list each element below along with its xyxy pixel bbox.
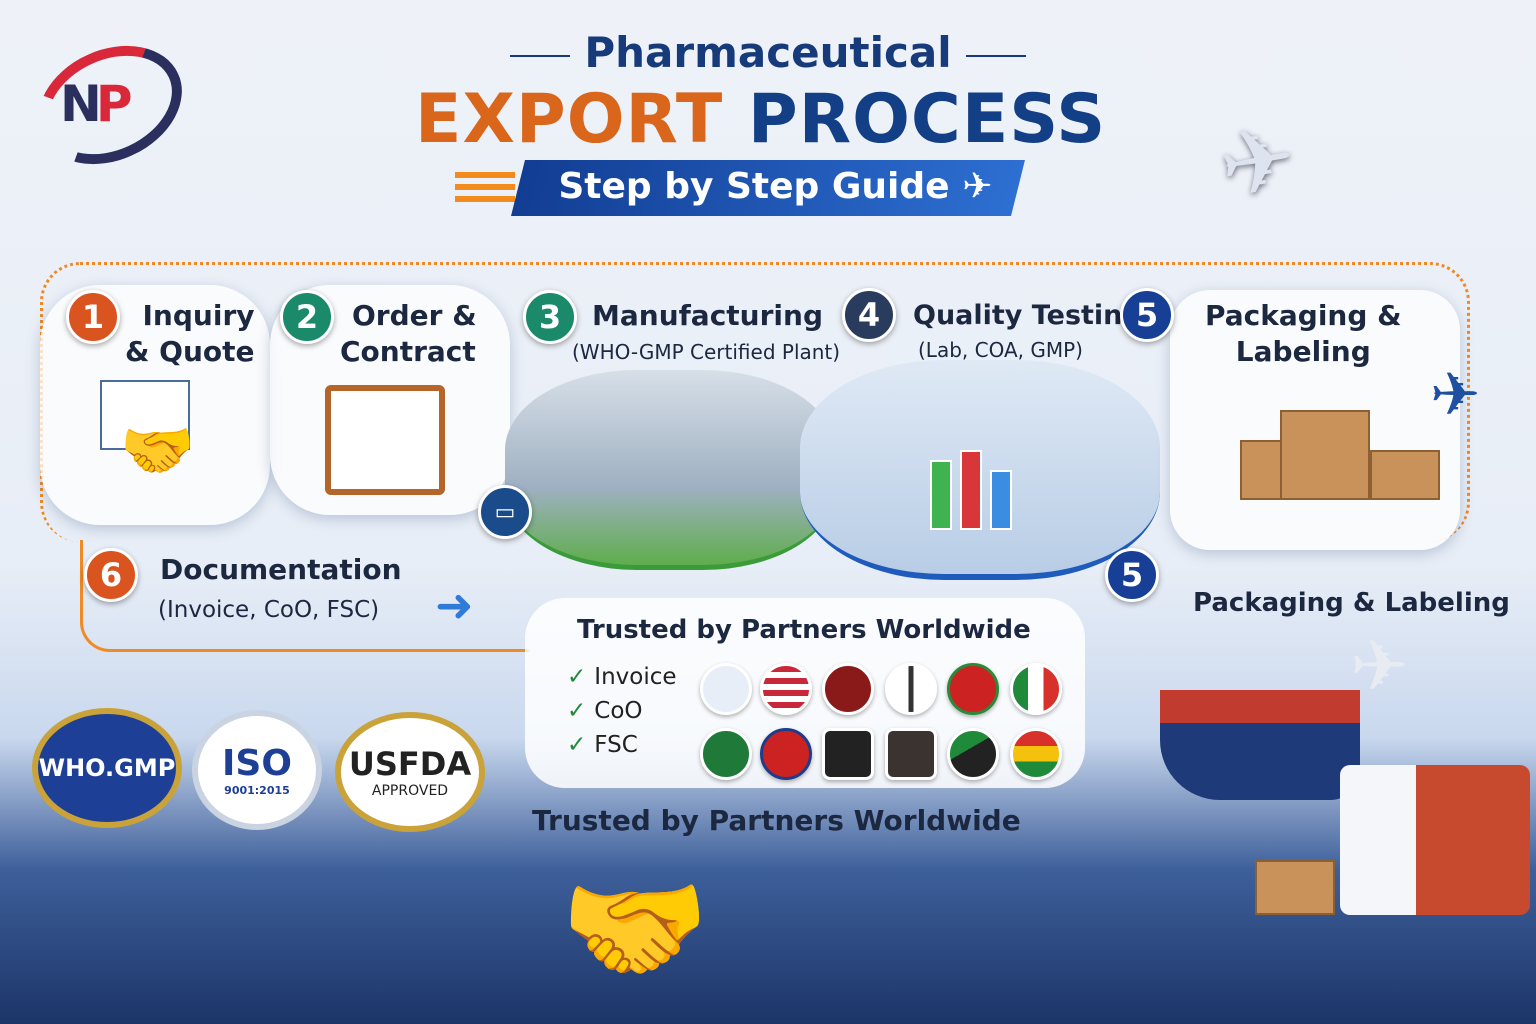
step-1-label: Inquiry & Quote: [125, 298, 255, 370]
flag-icon: [885, 663, 937, 715]
step-6-label: Documentation: [160, 553, 402, 586]
step-5-card: [1170, 290, 1460, 550]
document-flag-icon: [700, 663, 752, 715]
airplane-icon: ✈: [1430, 360, 1481, 430]
monitor-icon: ▭: [478, 485, 532, 539]
pre-title: Pharmaceutical: [0, 28, 1536, 77]
subtitle-ribbon: Step by Step Guide ✈: [511, 160, 1025, 216]
trust-panel: Trusted by Partners Worldwide ✓ Invoice ✓…: [525, 598, 1085, 788]
quality-lab-scene: [800, 360, 1160, 580]
step-2-line1: Order &: [352, 299, 477, 332]
who-gmp-badge: WHO.GMP: [32, 708, 182, 828]
clipboard-icon: [325, 385, 445, 495]
step-5-repeat-label: Packaging & Labeling: [1193, 588, 1510, 618]
step-1-number: 1: [66, 290, 120, 344]
check-item: ✓ FSC: [567, 728, 677, 762]
title-process: PROCESS: [747, 80, 1107, 159]
check-label: Invoice: [594, 664, 677, 690]
step-4-number: 4: [842, 288, 896, 342]
test-tube-icon: [990, 470, 1012, 530]
truck-icon: [1340, 765, 1530, 915]
badge-subtext: 9001:2015: [224, 784, 290, 797]
trust-footer: Trusted by Partners Worldwide: [532, 804, 1021, 837]
handshake-icon: 🤝: [560, 860, 710, 999]
check-item: ✓ Invoice: [567, 660, 677, 694]
step-2-line2: Contract: [340, 335, 476, 368]
step-3-label: Manufacturing: [592, 299, 823, 332]
manufacturing-scene: [505, 370, 835, 570]
step-5-line2: Labeling: [1235, 335, 1371, 368]
step-2-number: 2: [280, 290, 334, 344]
step-2-label: Order & Contract: [340, 298, 477, 370]
test-tube-icon: [930, 460, 952, 530]
step-6-bracket: [80, 540, 530, 652]
flag-icon: [947, 728, 999, 780]
step-1-line2: & Quote: [125, 335, 255, 368]
speed-lines-decoration: [455, 172, 515, 202]
iso-badge: ISO 9001:2015: [192, 710, 322, 830]
test-tube-icon: [960, 450, 982, 530]
airplane-icon: ✈: [962, 166, 993, 207]
airplane-icon: ✈: [1211, 104, 1304, 221]
cargo-ship-icon: [1160, 690, 1360, 800]
badge-text: USFDA: [348, 745, 472, 783]
trust-title: Trusted by Partners Worldwide: [577, 615, 1031, 645]
company-logo: NP: [18, 20, 202, 187]
pre-title-text: Pharmaceutical: [584, 28, 952, 77]
box-icon: [1370, 450, 1440, 500]
document-icon: [100, 380, 190, 450]
check-label: CoO: [594, 698, 643, 724]
arrow-right-icon: ➜: [435, 578, 474, 632]
badge-text: WHO.GMP: [38, 754, 176, 782]
usfda-badge: USFDA APPROVED: [335, 712, 485, 832]
step-5-line1: Packaging &: [1205, 299, 1402, 332]
flag-icon: [822, 728, 874, 780]
check-label: FSC: [594, 732, 638, 758]
flag-icon: [822, 663, 874, 715]
step-3-number: 3: [523, 290, 577, 344]
box-icon: [1255, 860, 1335, 915]
step-5-label: Packaging & Labeling: [1205, 298, 1402, 370]
step-6-number: 6: [84, 548, 138, 602]
badge-subtext: APPROVED: [371, 783, 449, 799]
handshake-icon: 🤝: [120, 416, 195, 486]
box-icon: [1280, 410, 1370, 500]
checkmark-icon: ✓: [567, 664, 587, 690]
step-5-repeat-number: 5: [1105, 548, 1159, 602]
document-checklist: ✓ Invoice ✓ CoO ✓ FSC: [567, 660, 677, 762]
step-5-number: 5: [1120, 288, 1174, 342]
airplane-icon: ✈: [1350, 625, 1409, 707]
page-title: EXPORT PROCESS: [415, 80, 1106, 159]
italy-flag-icon: [1010, 663, 1062, 715]
flag-icon: [885, 728, 937, 780]
check-item: ✓ CoO: [567, 694, 677, 728]
checkmark-icon: ✓: [567, 732, 587, 758]
checkmark-icon: ✓: [567, 698, 587, 724]
step-4-label: Quality Testing: [913, 300, 1142, 331]
badge-text: ISO: [222, 743, 292, 784]
flag-icon: [700, 728, 752, 780]
step-3-sub: (WHO-GMP Certified Plant): [572, 340, 841, 364]
title-export: EXPORT: [415, 80, 724, 159]
step-6-sub: (Invoice, CoO, FSC): [158, 597, 380, 623]
step-4-sub: (Lab, COA, GMP): [918, 338, 1083, 362]
subtitle-text: Step by Step Guide: [558, 166, 950, 207]
uk-flag-icon: [760, 728, 812, 780]
step-1-line1: Inquiry: [142, 299, 255, 332]
flag-icon: [1010, 728, 1062, 780]
step-1-card: 🤝: [40, 285, 270, 525]
usa-flag-icon: [760, 663, 812, 715]
flag-icon: [947, 663, 999, 715]
